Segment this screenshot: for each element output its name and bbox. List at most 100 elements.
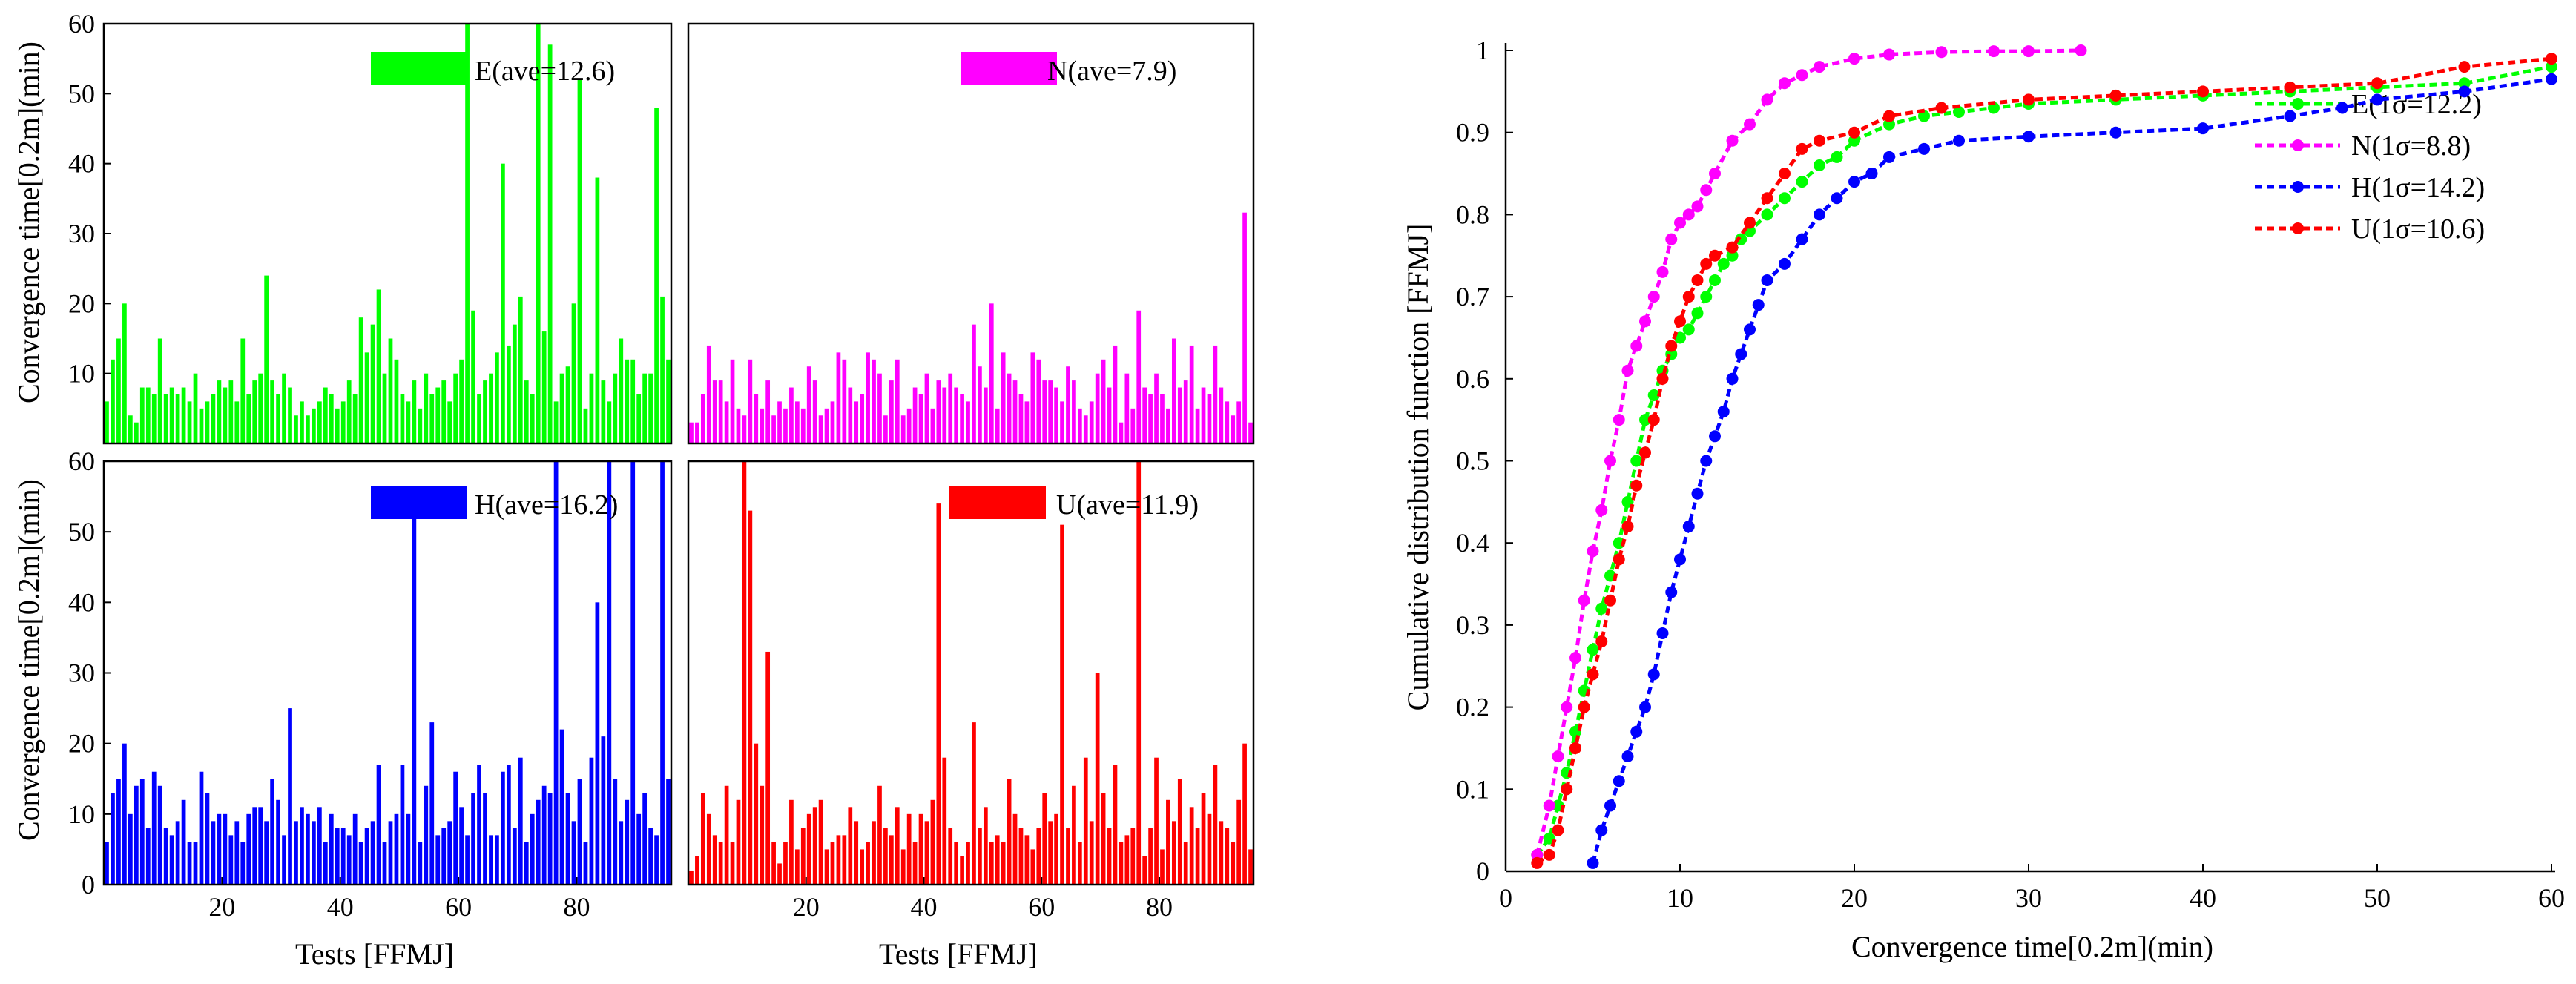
- bar-u-13: [760, 785, 765, 885]
- bar-u-73: [1113, 765, 1118, 885]
- legend-marker: [2292, 98, 2304, 110]
- bar-h-24: [240, 842, 246, 885]
- bar-u-17: [783, 842, 788, 885]
- x-tick-label: 60: [2538, 883, 2565, 913]
- bar-h-3: [116, 779, 121, 885]
- bar-n-63: [1054, 387, 1058, 443]
- bar-e-21: [223, 387, 228, 443]
- bar-h-4: [122, 743, 127, 885]
- bar-e-1: [105, 401, 109, 443]
- bar-e-64: [477, 394, 481, 443]
- data-point-e: [2546, 61, 2557, 73]
- data-point-h: [1674, 553, 1686, 566]
- data-point-n: [1883, 48, 1895, 61]
- bar-n-82: [1166, 408, 1170, 443]
- bar-h-8: [145, 828, 151, 885]
- y-tick-label: 30: [68, 219, 95, 248]
- data-point-n: [1552, 750, 1564, 763]
- data-point-n: [1613, 414, 1625, 426]
- bar-n-73: [1113, 345, 1118, 443]
- bar-e-57: [435, 387, 441, 443]
- bar-e-89: [625, 359, 630, 443]
- bar-u-27: [842, 835, 847, 885]
- data-point-h: [2458, 85, 2471, 98]
- bar-u-20: [800, 828, 806, 885]
- bar-u-75: [1124, 835, 1130, 885]
- bar-n-24: [824, 408, 829, 443]
- bar-e-56: [429, 394, 435, 443]
- bar-e-73: [530, 394, 535, 443]
- data-point-u: [1796, 142, 1808, 155]
- data-point-h: [1848, 176, 1860, 188]
- bar-u-83: [1171, 821, 1176, 885]
- y-tick-label: 0.9: [1456, 118, 1489, 148]
- bar-e-51: [400, 394, 405, 443]
- bar-e-18: [205, 401, 210, 443]
- bar-h-93: [648, 828, 653, 885]
- data-point-h: [1717, 406, 1730, 418]
- bar-h-63: [471, 793, 475, 885]
- bar-n-36: [895, 359, 900, 443]
- bar-u-64: [1060, 524, 1064, 885]
- bar-h-22: [228, 835, 234, 885]
- bar-e-46: [370, 324, 375, 443]
- bar-e-17: [199, 408, 204, 443]
- bar-h-40: [335, 828, 340, 885]
- bar-u-89: [1207, 813, 1212, 885]
- bar-n-3: [700, 394, 705, 443]
- bar-n-7: [724, 401, 729, 443]
- bar-h-31: [282, 835, 286, 885]
- bar-h-72: [524, 842, 529, 885]
- right-xlabel: Convergence time[0.2m](min): [1851, 930, 2213, 963]
- bar-h-71: [518, 757, 523, 885]
- bar-e-6: [134, 422, 139, 443]
- bar-n-29: [854, 401, 859, 443]
- bar-u-68: [1083, 757, 1088, 885]
- data-point-e: [1709, 274, 1721, 286]
- bar-n-10: [742, 415, 747, 443]
- data-point-n: [1726, 134, 1739, 147]
- data-point-h: [1639, 701, 1651, 713]
- data-point-u: [1682, 291, 1695, 303]
- data-point-h: [1883, 151, 1895, 163]
- x-tick-label: 40: [911, 892, 938, 922]
- bar-e-94: [654, 108, 659, 443]
- bar-h-1: [105, 842, 109, 885]
- legend-swatch: [949, 486, 1046, 519]
- bar-h-74: [536, 799, 541, 885]
- bar-n-25: [830, 401, 835, 443]
- data-point-n: [1647, 291, 1660, 303]
- data-point-e: [1761, 208, 1773, 221]
- bar-n-46: [954, 387, 959, 443]
- bar-u-2: [695, 856, 699, 885]
- bar-e-70: [512, 324, 517, 443]
- bar-panel-u: 20 40 60 80 U(ave=11.9): [687, 460, 1255, 922]
- bar-n-58: [1024, 401, 1030, 443]
- bar-u-39: [912, 842, 918, 885]
- bar-h-86: [607, 461, 612, 885]
- bar-n-5: [712, 380, 717, 443]
- data-point-n: [1761, 93, 1773, 106]
- data-point-u: [1578, 701, 1590, 713]
- y-tick-label: 20: [68, 729, 95, 759]
- data-point-e: [1831, 151, 1843, 163]
- bar-e-4: [122, 303, 127, 443]
- bar-n-11: [748, 359, 753, 443]
- bar-n-18: [789, 387, 794, 443]
- bar-u-6: [718, 842, 723, 885]
- y-tick-label: 0: [82, 870, 95, 899]
- data-point-h: [1587, 856, 1599, 869]
- bar-u-69: [1089, 821, 1094, 885]
- x-tick-label: 20: [793, 892, 820, 922]
- legend-marker: [2292, 139, 2304, 151]
- data-point-u: [2546, 53, 2557, 65]
- legend-swatch: [371, 52, 467, 85]
- bar-h-55: [424, 785, 429, 885]
- data-point-h: [1761, 274, 1773, 286]
- bar-u-63: [1054, 813, 1058, 885]
- y-tick-label: 0.7: [1456, 282, 1489, 311]
- bar-n-19: [794, 401, 800, 443]
- bar-e-42: [346, 380, 352, 443]
- bar-e-2: [111, 359, 115, 443]
- bar-e-87: [613, 373, 618, 443]
